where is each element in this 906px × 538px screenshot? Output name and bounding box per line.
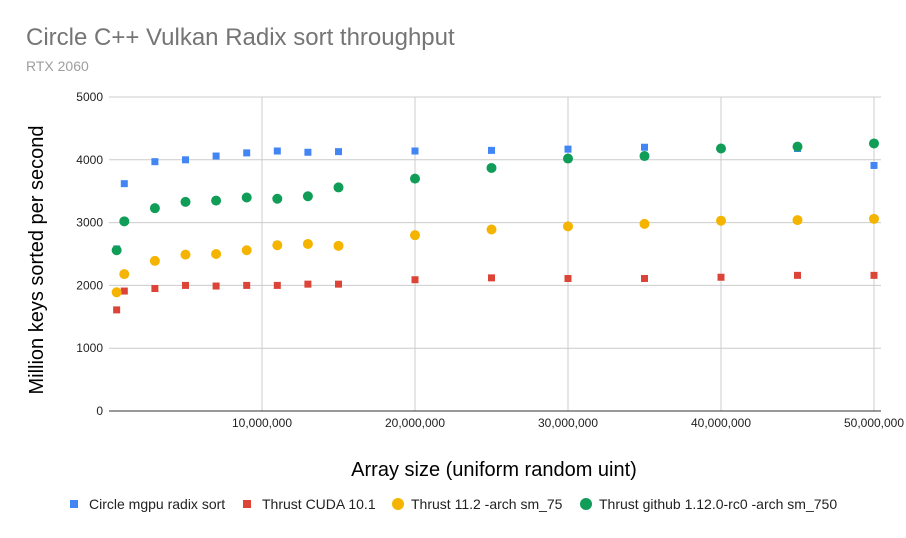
data-point [241, 192, 252, 203]
x-tick-label: 40,000,000 [691, 416, 751, 430]
data-point [272, 240, 283, 251]
y-tick-label: 3000 [76, 216, 103, 230]
data-points [111, 138, 879, 314]
data-point [335, 148, 342, 156]
legend-marker [580, 498, 592, 510]
legend-marker [243, 500, 251, 508]
chart-title: Circle C++ Vulkan Radix sort throughput [26, 24, 455, 51]
data-point [302, 191, 313, 202]
data-point [243, 281, 251, 289]
data-point [272, 193, 283, 204]
data-point [241, 245, 252, 256]
data-point [111, 287, 122, 298]
data-point [870, 271, 878, 279]
x-tick-label: 10,000,000 [232, 416, 292, 430]
data-point [120, 287, 128, 295]
data-point [411, 147, 419, 155]
y-tick-label: 5000 [76, 90, 103, 104]
data-point [273, 147, 281, 155]
data-point [111, 245, 122, 256]
data-point [641, 143, 648, 151]
data-point [716, 143, 726, 154]
data-point [717, 273, 725, 281]
data-point [410, 230, 420, 241]
legend-label: Thrust github 1.12.0-rc0 -arch sm_750 [599, 496, 837, 512]
data-point [564, 274, 572, 282]
legend-label: Thrust 11.2 -arch sm_75 [411, 496, 563, 512]
y-tick-label: 0 [96, 404, 103, 418]
data-point [411, 276, 419, 284]
data-point [211, 249, 222, 259]
data-point [149, 203, 160, 214]
y-tick-label: 4000 [76, 153, 103, 167]
series-thrust-11-2-arch-sm-75 [111, 213, 879, 298]
data-point [180, 249, 191, 260]
data-point [113, 306, 121, 314]
data-point [304, 148, 312, 156]
data-point [119, 269, 130, 280]
data-point [716, 215, 726, 226]
data-point [302, 238, 313, 249]
data-point [333, 182, 344, 193]
data-point [486, 162, 497, 173]
data-point [149, 255, 160, 266]
data-point [333, 240, 344, 251]
data-point [212, 152, 220, 160]
legend-marker [70, 500, 78, 508]
data-point [639, 151, 650, 162]
data-point [304, 280, 312, 288]
legend-marker [392, 498, 404, 510]
y-axis-title: Million keys sorted per second [26, 125, 48, 394]
x-axis-title: Array size (uniform random uint) [351, 459, 637, 481]
x-tick-label: 30,000,000 [538, 416, 598, 430]
series-thrust-github-1-12-0-rc0-arch-sm-750 [111, 138, 879, 256]
chart-subtitle: RTX 2060 [26, 58, 89, 74]
data-point [563, 153, 573, 164]
x-tick-label: 20,000,000 [385, 416, 445, 430]
data-point [410, 173, 420, 184]
y-tick-label: 1000 [76, 341, 103, 355]
grid [109, 96, 881, 411]
y-tick-label: 2000 [76, 278, 103, 292]
legend-label: Circle mgpu radix sort [89, 496, 225, 512]
legend: Circle mgpu radix sort Thrust CUDA 10.1 Th… [70, 496, 837, 512]
x-tick-label: 50,000,000 [844, 416, 904, 430]
series-thrust-cuda-10-1 [113, 271, 878, 314]
data-point [335, 280, 342, 288]
data-point [120, 180, 128, 188]
data-point [180, 196, 191, 207]
data-point [564, 145, 572, 153]
data-point [488, 146, 495, 154]
data-point [869, 138, 879, 149]
data-point [792, 215, 803, 226]
data-point [563, 221, 573, 232]
data-point [488, 274, 495, 282]
legend-label: Thrust CUDA 10.1 [262, 496, 376, 512]
data-point [794, 271, 801, 279]
data-point [486, 224, 497, 235]
data-point [243, 149, 251, 157]
data-point [182, 281, 189, 289]
data-point [151, 158, 159, 166]
data-point [792, 141, 803, 152]
data-point [119, 216, 130, 227]
data-point [641, 274, 648, 282]
data-point [182, 156, 189, 164]
data-point [639, 218, 650, 229]
data-point [211, 195, 222, 206]
data-point [869, 213, 879, 224]
tick-labels: 0 1000 2000 3000 4000 5000 10,000,000 20,000,00… [76, 90, 904, 430]
data-point [273, 281, 281, 289]
data-point [212, 282, 220, 290]
data-point [870, 161, 878, 169]
data-point [151, 285, 159, 293]
